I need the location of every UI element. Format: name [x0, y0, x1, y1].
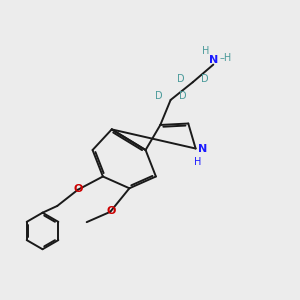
Text: H: H: [202, 46, 210, 56]
Text: N: N: [198, 143, 207, 154]
Text: D: D: [201, 74, 208, 84]
Text: H: H: [194, 157, 202, 167]
Text: D: D: [177, 74, 184, 84]
Text: O: O: [73, 184, 83, 194]
Text: D: D: [179, 92, 187, 101]
Text: N: N: [209, 55, 218, 65]
Text: –H: –H: [220, 53, 232, 63]
Text: O: O: [106, 206, 116, 216]
Text: D: D: [155, 92, 162, 101]
